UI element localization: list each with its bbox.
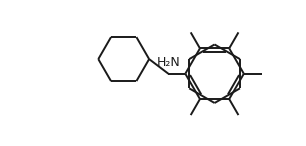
Text: H₂N: H₂N	[156, 56, 180, 69]
